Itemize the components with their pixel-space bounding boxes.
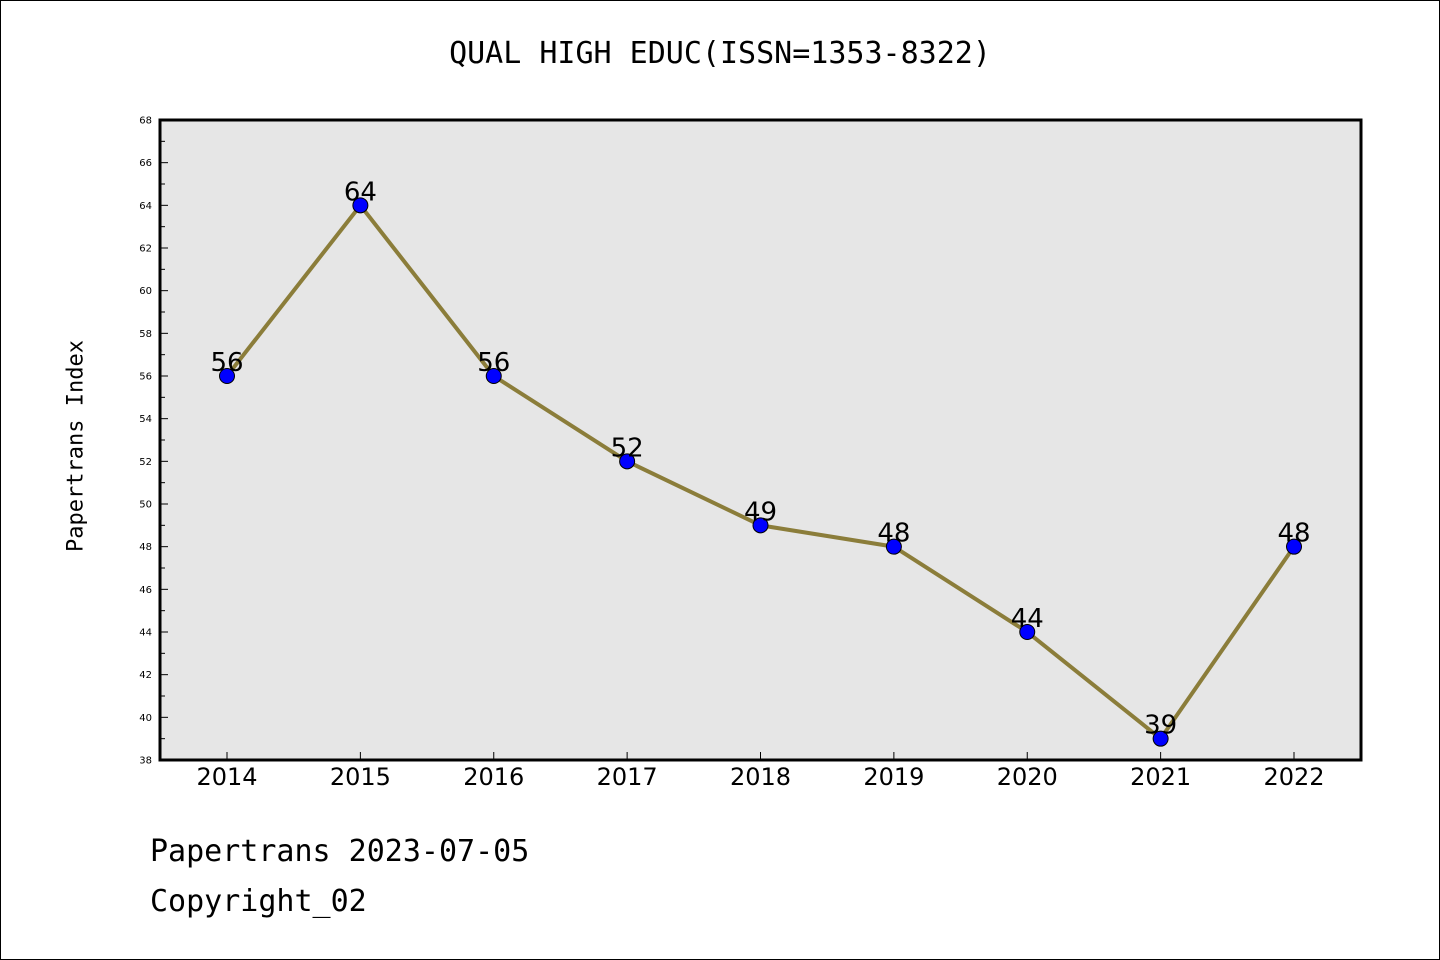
x-tick-label: 2018 — [730, 763, 791, 791]
data-label: 44 — [1011, 604, 1044, 634]
footer-source-date: Papertrans 2023-07-05 — [150, 834, 530, 869]
data-label: 56 — [210, 348, 243, 378]
data-label: 48 — [1277, 519, 1310, 549]
y-tick-label: 58 — [139, 329, 152, 340]
x-tick-label: 2015 — [330, 763, 391, 791]
x-tick-label: 2016 — [463, 763, 524, 791]
data-point-marker — [1152, 730, 1169, 747]
data-point-marker — [885, 538, 902, 555]
data-label: 49 — [744, 497, 777, 527]
data-point-marker — [752, 517, 769, 534]
data-point-marker — [1019, 624, 1036, 640]
data-label: 48 — [877, 519, 910, 549]
footer-copyright: Copyright_02 — [150, 884, 367, 919]
y-tick-label: 40 — [139, 713, 152, 724]
y-tick-label: 54 — [139, 414, 152, 425]
data-point-marker — [352, 197, 369, 214]
y-tick-label: 46 — [139, 585, 152, 596]
plot-border — [158, 118, 1363, 762]
y-tick-label: 42 — [139, 670, 152, 681]
plot-area — [160, 120, 1361, 760]
y-tick-label: 64 — [139, 201, 152, 212]
x-tick-label: 2019 — [863, 763, 924, 791]
y-tick-label: 68 — [139, 116, 152, 127]
x-tick-label: 2020 — [997, 763, 1058, 791]
y-tick-label: 66 — [139, 158, 152, 169]
chart-title: QUAL HIGH EDUC(ISSN=1353-8322) — [449, 36, 991, 71]
y-tick-label: 38 — [139, 756, 152, 767]
y-tick-label: 60 — [139, 286, 152, 297]
y-tick-label: 56 — [139, 372, 152, 383]
x-tick-label: 2017 — [597, 763, 658, 791]
x-tick-label: 2022 — [1263, 763, 1324, 791]
y-tick-label: 50 — [139, 500, 152, 511]
data-point-marker — [619, 453, 636, 470]
data-point-marker — [219, 368, 235, 384]
y-tick-label: 48 — [139, 542, 152, 553]
data-point-marker — [1286, 538, 1302, 555]
data-label: 39 — [1144, 711, 1177, 741]
data-label: 52 — [611, 433, 644, 463]
x-axis: 2014 2015 2016 2017 2018 2019 2020 2021 2022 — [196, 752, 1325, 791]
data-label: 64 — [344, 177, 377, 207]
x-tick-label: 2021 — [1130, 763, 1191, 791]
y-tick-label: 62 — [139, 244, 152, 255]
data-point-marker — [485, 368, 502, 384]
marker-group — [219, 197, 1302, 747]
data-label-group: 56 64 56 52 49 48 44 39 48 — [210, 177, 1310, 740]
x-tick-label: 2014 — [196, 763, 257, 791]
y-tick-label: 44 — [139, 628, 152, 639]
data-label: 56 — [477, 348, 510, 378]
y-tick-label: 52 — [139, 457, 152, 468]
